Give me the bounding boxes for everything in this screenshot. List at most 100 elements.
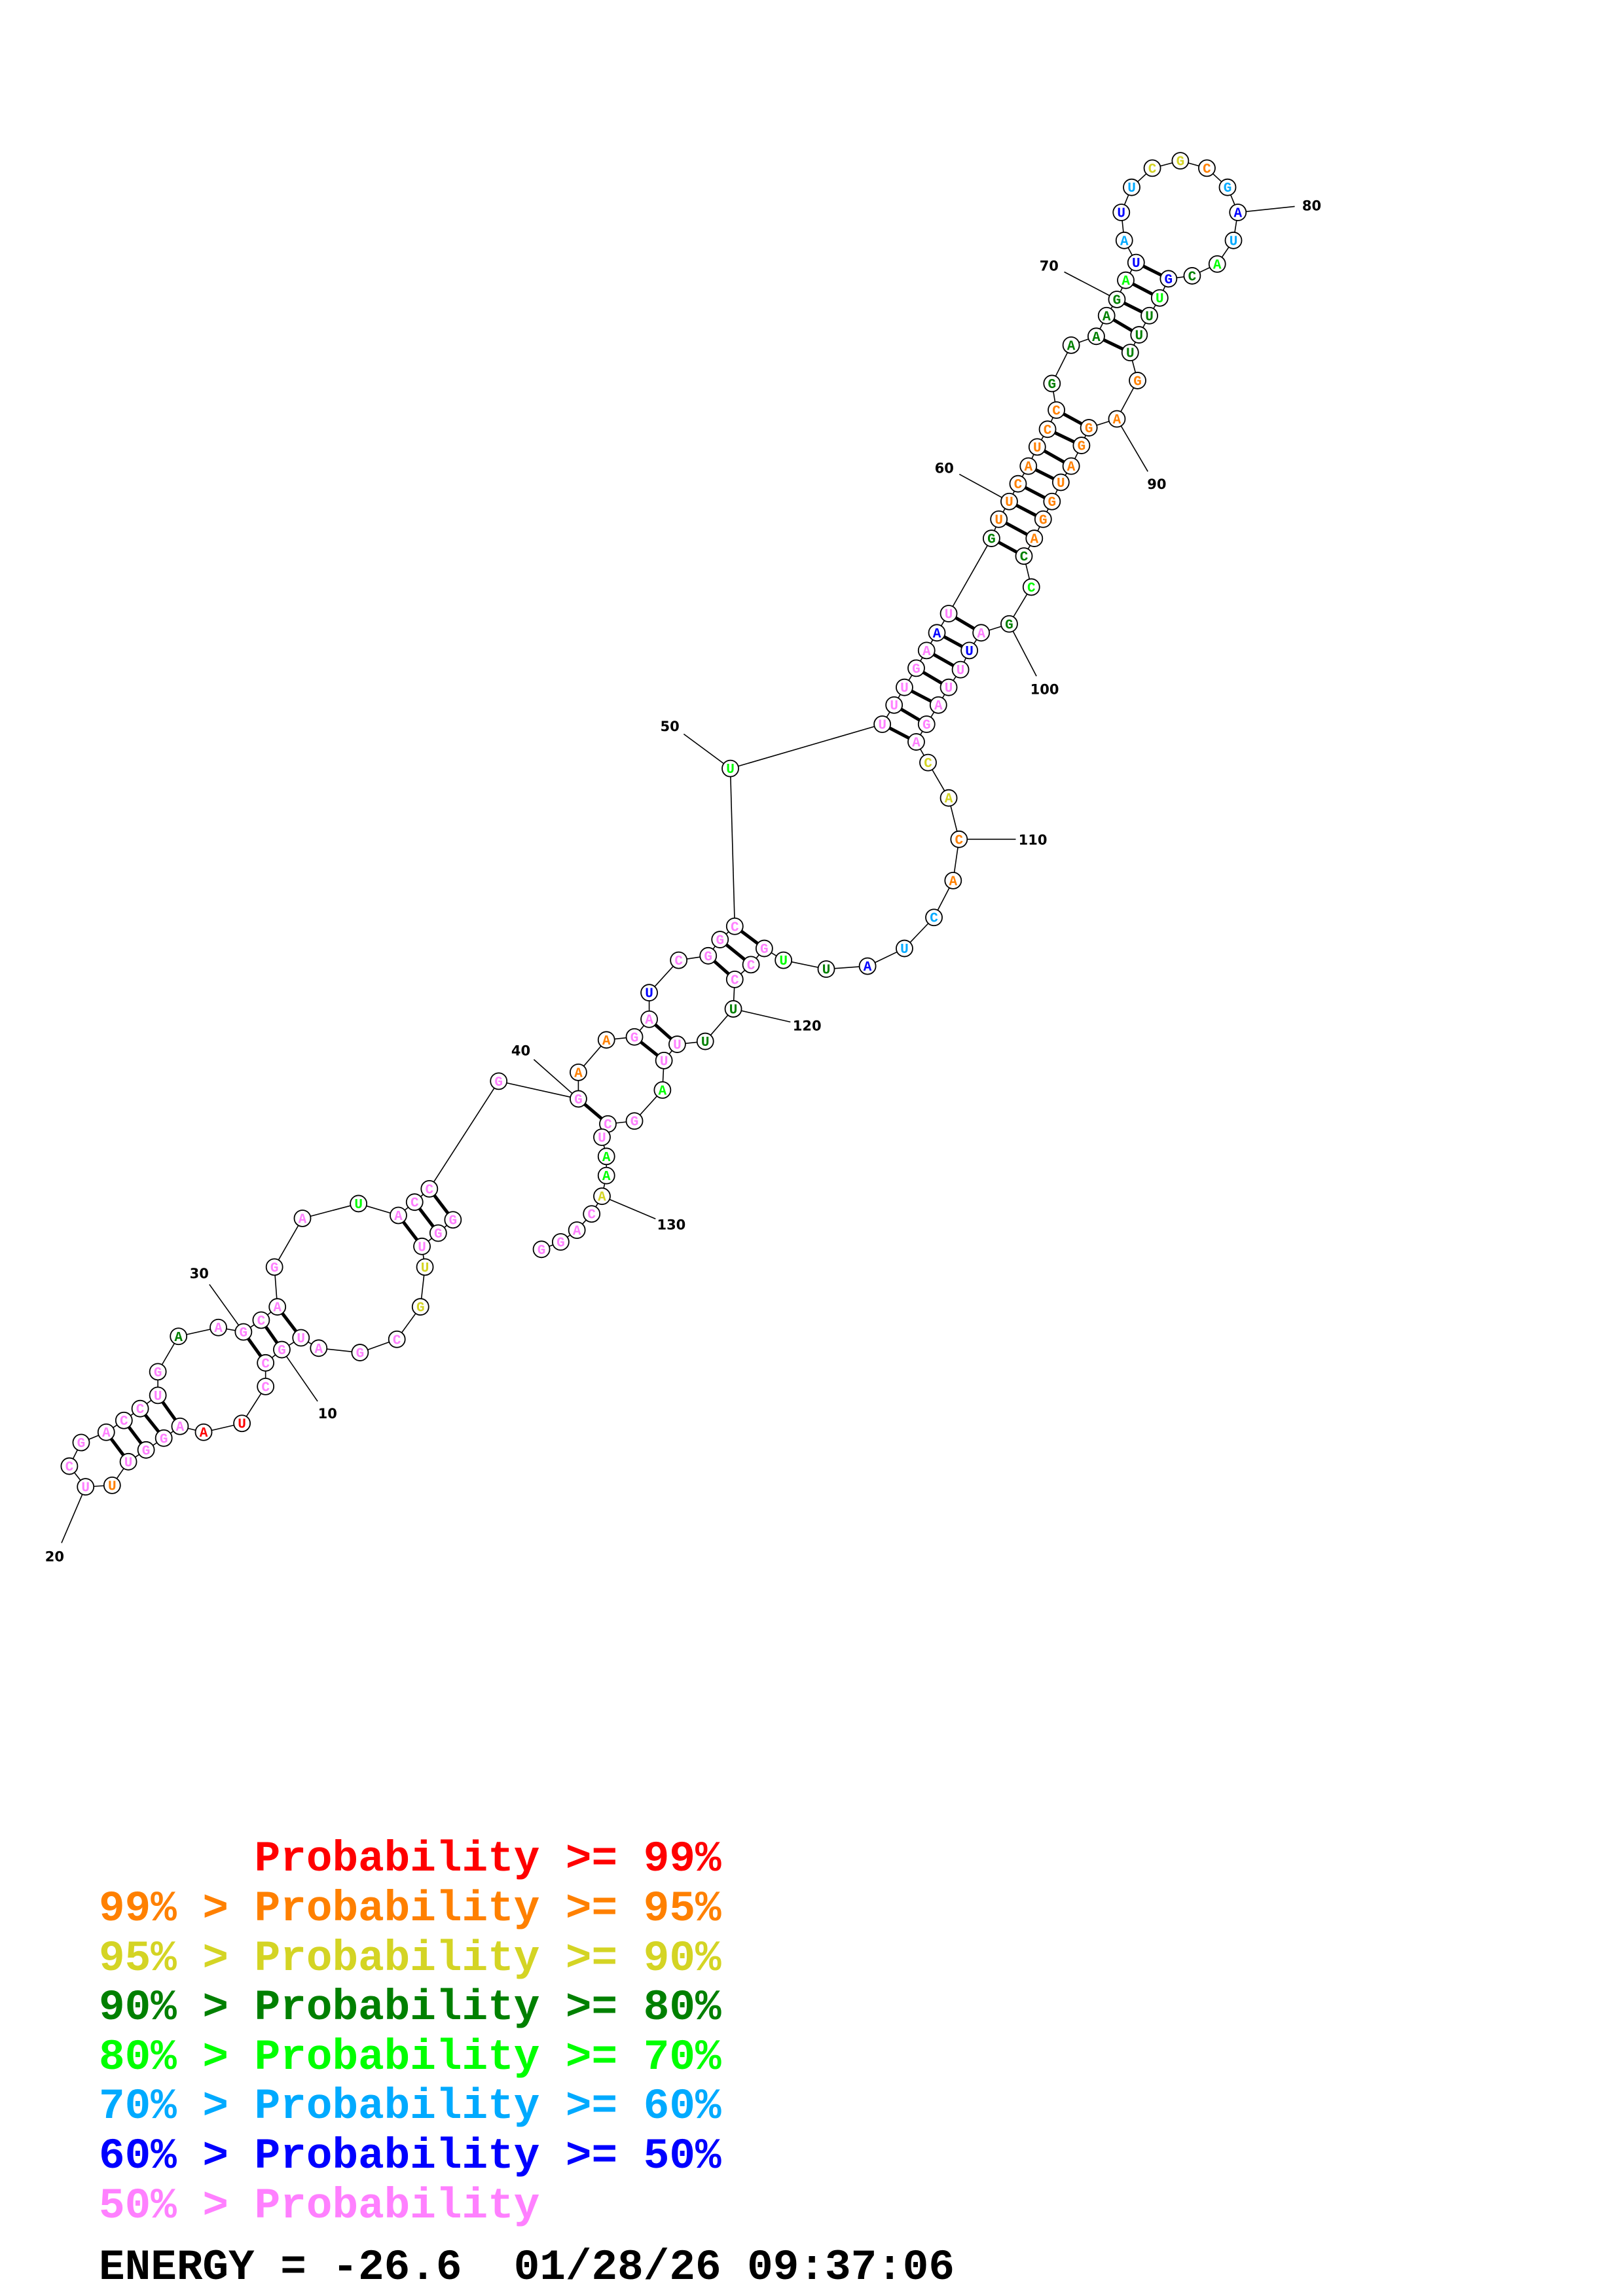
nucleotide-letter: C bbox=[587, 1208, 596, 1223]
nucleotide-circle bbox=[1022, 578, 1040, 596]
nucleotide-circle bbox=[755, 939, 773, 958]
nucleotide-letter: C bbox=[1044, 423, 1052, 439]
nucleotide: G bbox=[1218, 178, 1237, 196]
nucleotide: G bbox=[72, 1433, 90, 1452]
nucleotide-circle bbox=[568, 1221, 586, 1239]
nucleotide: C bbox=[1022, 578, 1040, 596]
nucleotide-circle bbox=[775, 951, 793, 969]
nucleotide: G bbox=[625, 1028, 644, 1046]
nucleotide-letter: C bbox=[261, 1357, 270, 1372]
nucleotide-letter: U bbox=[660, 1054, 668, 1069]
nucleotide-circle bbox=[1121, 344, 1139, 362]
nucleotide: C bbox=[1183, 267, 1201, 285]
nucleotide-circle bbox=[1080, 419, 1098, 437]
nucleotide: A bbox=[210, 1318, 227, 1336]
legend-item-80: 90% > Probability >= 80% bbox=[99, 1983, 721, 2032]
nucleotide: U bbox=[775, 951, 793, 969]
nucleotide-circle bbox=[1019, 457, 1038, 475]
nucleotide-circle bbox=[699, 946, 718, 965]
nucleotide-circle bbox=[1159, 270, 1178, 288]
nucleotide: U bbox=[1000, 492, 1018, 511]
nucleotide-circle bbox=[1062, 457, 1080, 475]
nucleotide-circle bbox=[640, 984, 658, 1002]
nucleotide-letter: C bbox=[120, 1414, 128, 1429]
nucleotide-circle bbox=[1038, 420, 1057, 439]
nucleotide: C bbox=[925, 908, 943, 927]
nucleotide: U bbox=[1150, 289, 1169, 307]
backbone-link bbox=[302, 1203, 359, 1219]
nucleotide-circle bbox=[670, 951, 688, 969]
nucleotide-letter: A bbox=[602, 1034, 611, 1049]
nucleotide-circle bbox=[570, 1063, 587, 1081]
nucleotide: G bbox=[490, 1072, 508, 1090]
nucleotide-circle bbox=[103, 1476, 121, 1494]
nucleotide-circle bbox=[265, 1258, 283, 1276]
nucleotide-circle bbox=[1129, 372, 1146, 389]
nucleotide-letter: G bbox=[987, 533, 996, 548]
nucleotide: U bbox=[1051, 473, 1070, 492]
nucleotide-circle bbox=[939, 605, 958, 622]
nucleotide-letter: C bbox=[425, 1183, 433, 1198]
nucleotide: G bbox=[1043, 374, 1061, 393]
nucleotide: G bbox=[1108, 291, 1126, 308]
nucleotide-circle bbox=[131, 1399, 149, 1418]
nucleotide-letter: U bbox=[890, 699, 898, 714]
nucleotide: C bbox=[670, 951, 688, 969]
nucleotide: G bbox=[429, 1224, 447, 1242]
nucleotide-circle bbox=[1224, 231, 1243, 249]
nucleotide-circle bbox=[939, 789, 958, 807]
nucleotide-circle bbox=[1025, 529, 1044, 547]
nucleotide-circle bbox=[97, 1423, 115, 1441]
nucleotide: C bbox=[725, 917, 744, 935]
nucleotide-letter: A bbox=[934, 699, 943, 714]
nucleotide-circle bbox=[429, 1224, 447, 1242]
nucleotide-circle bbox=[233, 1414, 251, 1433]
nucleotide: C bbox=[950, 830, 968, 848]
nucleotide-letter: U bbox=[124, 1456, 133, 1471]
nucleotide-letter: C bbox=[924, 757, 932, 772]
nucleotide-letter: U bbox=[1127, 181, 1136, 196]
nucleotide-letter: G bbox=[160, 1432, 168, 1447]
nucleotide-circle bbox=[570, 1090, 587, 1108]
nucleotide: A bbox=[170, 1327, 188, 1346]
nucleotide-letter: A bbox=[273, 1301, 282, 1316]
position-label: 10 bbox=[318, 1406, 337, 1422]
nucleotide-circle bbox=[907, 733, 925, 751]
nucleotide-circle bbox=[405, 1193, 424, 1211]
nucleotide-circle bbox=[917, 641, 936, 660]
nucleotide-circle bbox=[919, 753, 937, 772]
nucleotide-circle bbox=[1043, 374, 1061, 393]
nucleotide: G bbox=[1072, 437, 1091, 455]
nucleotide: U bbox=[655, 1051, 673, 1069]
nucleotide: U bbox=[724, 1000, 742, 1018]
nucleotide-letter: C bbox=[731, 920, 739, 935]
position-label: 90 bbox=[1147, 476, 1166, 492]
nucleotide-circle bbox=[1140, 306, 1158, 325]
nucleotide-letter: G bbox=[630, 1031, 639, 1046]
nucleotide-letter: A bbox=[933, 627, 941, 642]
nucleotide: U bbox=[1140, 306, 1158, 325]
backbone-link bbox=[498, 1081, 579, 1100]
nucleotide-letter: C bbox=[393, 1333, 401, 1348]
nucleotide-letter: U bbox=[108, 1479, 117, 1494]
nucleotide: C bbox=[252, 1311, 270, 1329]
nucleotide-circle bbox=[983, 529, 1000, 547]
nucleotide-circle bbox=[1015, 547, 1033, 565]
nucleotide-letter: C bbox=[410, 1196, 419, 1211]
nucleotide-circle bbox=[950, 830, 968, 848]
nucleotide-letter: G bbox=[538, 1244, 546, 1259]
nucleotide-circle bbox=[721, 759, 739, 778]
nucleotide-circle bbox=[653, 1081, 672, 1099]
nucleotide-letter: C bbox=[1188, 270, 1197, 285]
nucleotide: A bbox=[568, 1221, 586, 1240]
nucleotide-letter: A bbox=[977, 627, 985, 642]
nucleotide: U bbox=[939, 678, 958, 696]
nucleotide: A bbox=[928, 624, 946, 642]
position-label: 20 bbox=[45, 1549, 64, 1565]
nucleotide-letter: U bbox=[1126, 347, 1135, 362]
nucleotide: A bbox=[268, 1298, 287, 1316]
nucleotide-letter: U bbox=[945, 607, 953, 622]
nucleotide-circle bbox=[1034, 510, 1052, 528]
nucleotide: G bbox=[532, 1240, 551, 1259]
legend-item-99: Probability >= 99% bbox=[99, 1835, 721, 1884]
